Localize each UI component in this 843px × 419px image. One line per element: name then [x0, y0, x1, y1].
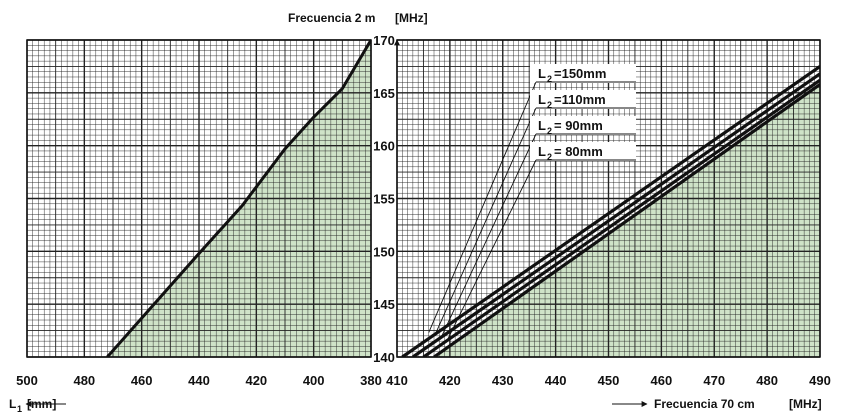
y-tick-label: 155	[373, 192, 395, 207]
series-label-subscript: 2	[547, 126, 552, 136]
right-series-lines	[401, 65, 820, 357]
series-label-value: =110mm	[554, 92, 606, 107]
x-tick-label: 420	[245, 373, 267, 388]
right-plot-frame	[396, 39, 821, 358]
x-tick-label: 450	[598, 373, 620, 388]
y-tick-label: 150	[373, 244, 395, 259]
series-label-subscript: 2	[547, 152, 552, 162]
y-tick-label: 160	[373, 139, 395, 154]
callout-leader	[439, 133, 537, 340]
x-tick-label: 420	[439, 373, 461, 388]
right-axis-label: Frecuencia 70 cm	[654, 397, 755, 411]
left-axis-label: L	[9, 397, 16, 411]
x-tick-label: 400	[303, 373, 325, 388]
callout-leader	[434, 107, 537, 337]
x-tick-label: 470	[703, 373, 725, 388]
series-label-prefix: L	[538, 66, 546, 81]
x-tick-label: 490	[809, 373, 831, 388]
callout-box	[530, 116, 636, 135]
y-tick-label: 170	[373, 33, 395, 48]
left-plot-frame	[26, 39, 372, 358]
series-label-subscript: 2	[547, 100, 552, 110]
x-tick-label: 440	[545, 373, 567, 388]
x-tick-label: 430	[492, 373, 514, 388]
shared-y-tick-labels: 140 145 150 155 160 165 170	[373, 33, 395, 365]
x-tick-label: 500	[16, 373, 38, 388]
callout-box	[530, 64, 636, 83]
left-panel: 500 480 460 440 420 400 380	[16, 39, 382, 388]
callout-box	[530, 142, 636, 161]
left-x-tick-labels: 500 480 460 440 420 400 380	[16, 373, 382, 388]
series-label-value: =150mm	[554, 66, 606, 81]
top-unit: [MHz]	[395, 11, 428, 25]
series-line-2	[422, 78, 820, 357]
y-tick-label: 165	[373, 86, 395, 101]
x-tick-label: 480	[756, 373, 778, 388]
left-axis-subscript: 1	[17, 404, 22, 414]
series-label-prefix: L	[538, 144, 546, 159]
x-tick-label: 460	[651, 373, 673, 388]
series-label-prefix: L	[538, 92, 546, 107]
series-line-0	[401, 65, 820, 357]
x-tick-label: 460	[131, 373, 153, 388]
callout-leader	[428, 81, 537, 333]
x-tick-label: 410	[386, 373, 408, 388]
right-x-tick-labels: 410 420 430 440 450 460 470 480 490	[386, 373, 831, 388]
x-tick-label: 480	[73, 373, 95, 388]
left-axis-unit: [mm]	[27, 397, 56, 411]
x-tick-label: 380	[360, 373, 382, 388]
top-title: Frecuencia 2 m	[288, 11, 375, 25]
y-tick-label: 140	[373, 350, 395, 365]
series-label-subscript: 2	[547, 74, 552, 84]
callout-leader	[445, 159, 537, 343]
left-series-line	[106, 40, 371, 357]
series-line-3	[433, 83, 820, 357]
y-tick-label: 145	[373, 297, 395, 312]
x-tick-label: 440	[188, 373, 210, 388]
callout-box	[530, 90, 636, 109]
right-axis-unit: [MHz]	[789, 397, 822, 411]
series-label-value: = 90mm	[554, 118, 603, 133]
series-label-prefix: L	[538, 118, 546, 133]
series-label-value: = 80mm	[554, 144, 603, 159]
series-line-1	[411, 72, 820, 357]
